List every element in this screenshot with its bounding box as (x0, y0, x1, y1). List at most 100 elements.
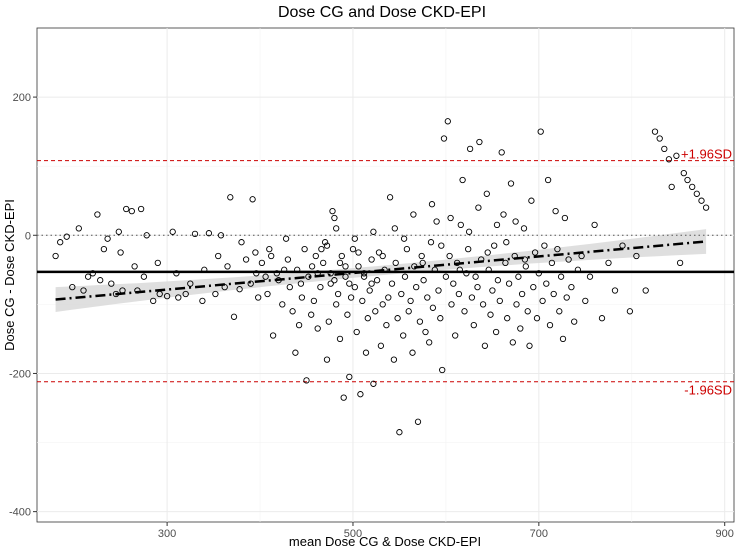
data-point (331, 277, 338, 284)
data-point (552, 207, 559, 215)
data-point (212, 290, 219, 298)
data-point (97, 277, 104, 284)
data-point (665, 156, 673, 163)
data-point (426, 339, 433, 346)
data-point (355, 263, 362, 270)
data-point (661, 145, 668, 153)
data-point (373, 277, 381, 284)
data-point (439, 366, 446, 374)
data-point (308, 311, 315, 318)
data-point (550, 290, 557, 298)
data-point (323, 242, 331, 249)
data-point (484, 249, 491, 256)
panel-border (36, 27, 735, 523)
data-point (57, 239, 64, 246)
plot-panel (36, 27, 735, 523)
data-point (394, 315, 401, 322)
data-point (493, 221, 501, 229)
data-point (104, 235, 111, 242)
data-point (377, 342, 385, 349)
data-point (227, 194, 234, 201)
data-point (292, 349, 299, 356)
y-tick-label: 200 (13, 92, 31, 104)
data-point (524, 308, 531, 315)
data-point (684, 176, 691, 184)
data-point (281, 266, 288, 273)
data-point (182, 290, 189, 298)
data-point (230, 313, 238, 320)
data-point (563, 294, 570, 301)
data-point (262, 273, 269, 280)
data-point (297, 280, 305, 287)
data-point (342, 263, 349, 270)
data-point (310, 297, 318, 305)
data-point (128, 207, 135, 215)
data-point (591, 221, 598, 229)
data-point (442, 273, 450, 280)
data-point (554, 245, 561, 253)
data-point (338, 252, 345, 260)
data-point (308, 263, 316, 270)
data-point (693, 190, 700, 197)
data-point (400, 332, 407, 339)
data-point (438, 242, 445, 249)
data-point (401, 273, 409, 280)
data-point (390, 356, 398, 363)
data-point (294, 266, 301, 273)
data-point (303, 377, 310, 384)
data-point (456, 266, 463, 273)
data-point (702, 204, 710, 211)
data-point (559, 335, 567, 343)
data-point (457, 221, 464, 229)
data-point (264, 290, 271, 298)
data-point (427, 239, 435, 246)
data-point (557, 273, 565, 280)
data-point (314, 325, 321, 332)
data-point (491, 242, 498, 249)
data-point (502, 259, 509, 267)
data-point (336, 335, 344, 343)
data-point (556, 308, 563, 315)
data-point (544, 176, 552, 184)
data-point (301, 245, 308, 253)
data-point (543, 280, 550, 287)
data-point (305, 273, 312, 280)
data-point (517, 325, 524, 332)
data-point (266, 245, 273, 253)
data-point (386, 194, 394, 201)
data-point (437, 315, 444, 322)
data-point (528, 197, 535, 204)
data-point (131, 263, 138, 270)
data-point (353, 328, 360, 336)
data-point (199, 297, 206, 305)
y-tick-label: 0 (25, 230, 31, 242)
data-point (676, 259, 684, 267)
data-point (360, 273, 368, 280)
data-point (452, 332, 459, 339)
data-point (108, 280, 115, 287)
data-point (668, 183, 675, 191)
data-point (80, 287, 87, 294)
data-point (463, 270, 470, 277)
data-point (154, 259, 161, 267)
data-point (333, 301, 340, 308)
data-point (355, 249, 362, 256)
regression-line (55, 240, 707, 301)
data-point (533, 315, 541, 322)
data-point (403, 245, 411, 253)
data-point (483, 190, 490, 197)
data-point (546, 321, 554, 329)
data-point (400, 235, 408, 242)
data-point (505, 280, 513, 287)
data-point (582, 297, 589, 305)
data-point (224, 263, 231, 270)
data-point (468, 294, 476, 301)
data-point (586, 273, 594, 280)
data-point (466, 145, 474, 153)
data-point (494, 277, 502, 284)
data-point (496, 297, 503, 305)
data-point (52, 252, 59, 260)
data-point (398, 290, 405, 298)
data-point (513, 301, 520, 308)
